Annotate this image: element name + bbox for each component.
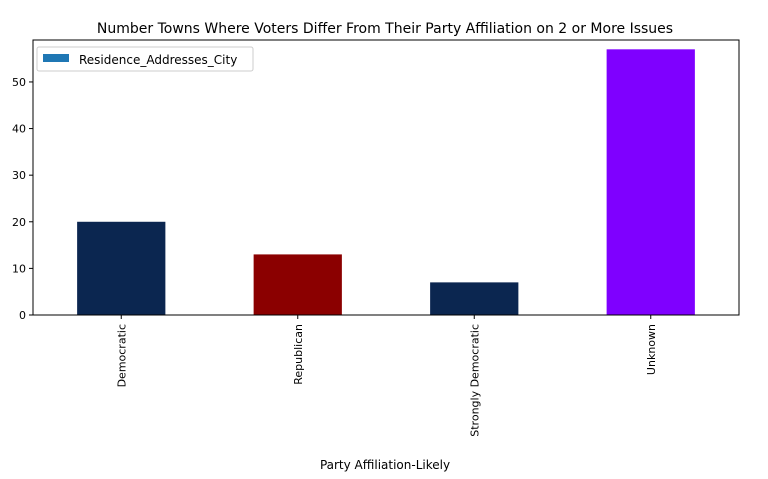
legend-swatch [43, 54, 69, 62]
y-tick-label: 20 [12, 216, 26, 229]
chart-title: Number Towns Where Voters Differ From Th… [97, 21, 673, 37]
bar-unknown [606, 49, 695, 316]
y-tick-label: 0 [19, 309, 26, 322]
y-tick-label: 10 [12, 262, 26, 275]
legend-label: Residence_Addresses_City [79, 53, 237, 67]
axes-frame [32, 39, 740, 316]
x-tick-label: Democratic [115, 324, 128, 387]
bar-republican [253, 254, 342, 315]
x-axis-label: Party Affiliation-Likely [320, 458, 450, 472]
y-tick-label: 30 [12, 169, 26, 182]
y-tick-label: 50 [12, 76, 26, 89]
plot-area: Democratic Republican Strongly Democratic U… [12, 39, 740, 437]
x-tick-label: Strongly Democratic [468, 324, 481, 437]
y-tick-label: 40 [12, 123, 26, 136]
legend: Residence_Addresses_City [36, 46, 254, 72]
bar-democratic [77, 221, 166, 315]
x-tick-label: Unknown [645, 324, 658, 375]
bar-strongly-democratic [430, 282, 519, 315]
x-tick-label: Republican [292, 324, 305, 385]
legend-frame [36, 46, 254, 72]
